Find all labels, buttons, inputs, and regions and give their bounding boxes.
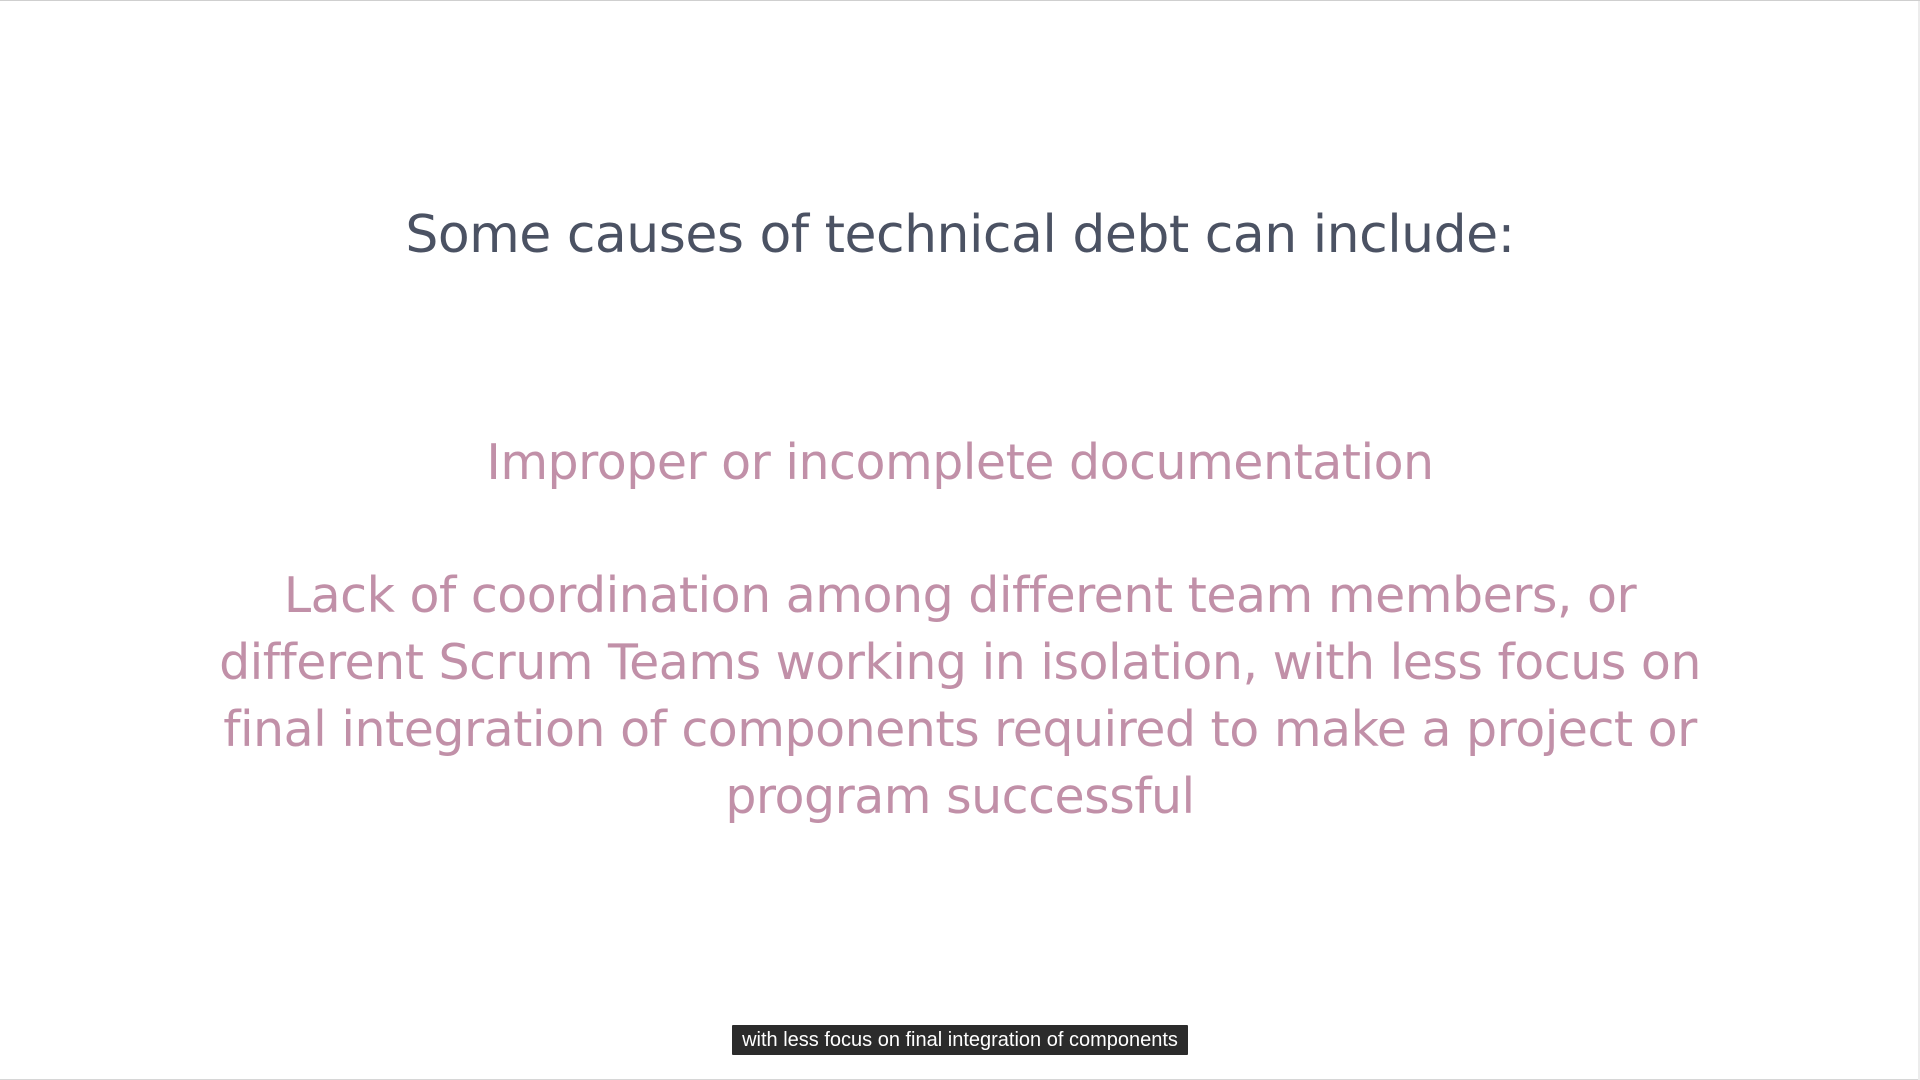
subtitle-caption: with less focus on final integration of … <box>732 1025 1188 1055</box>
slide-bullet-documentation: Improper or incomplete documentation <box>486 434 1434 491</box>
slide-bullet-list: Improper or incomplete documentation Lac… <box>180 1 1740 1080</box>
subtitle-area: with less focus on final integration of … <box>0 1025 1920 1055</box>
frame-edge <box>1918 1 1920 1080</box>
slide-bullet-coordination: Lack of coordination among different tea… <box>219 567 1701 825</box>
slide-title: Some causes of technical debt can includ… <box>405 205 1515 265</box>
